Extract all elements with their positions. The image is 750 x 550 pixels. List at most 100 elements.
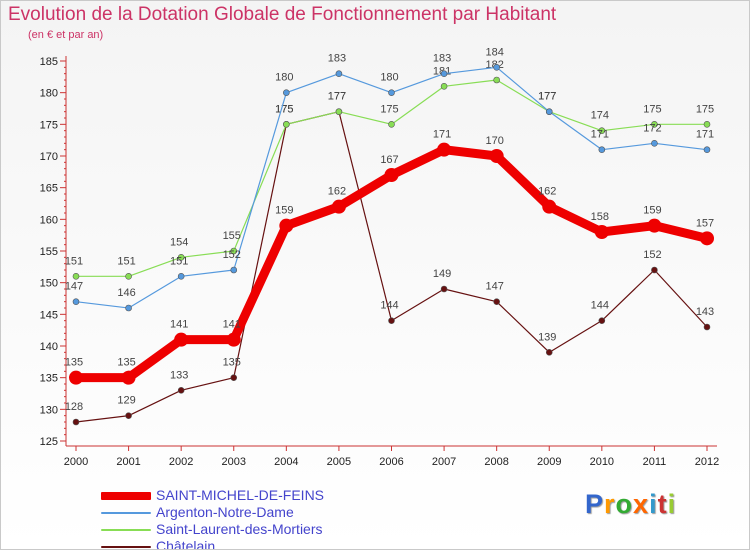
data-point [388, 89, 395, 96]
data-point [177, 254, 185, 261]
data-point [437, 142, 452, 157]
data-label: 135 [65, 357, 83, 369]
y-tick-label: 155 [40, 246, 58, 258]
x-tick-label: 2009 [537, 456, 561, 468]
data-label: 183 [328, 53, 346, 65]
logo-letter: r [604, 489, 616, 519]
data-point [703, 323, 711, 331]
data-point [230, 374, 238, 381]
x-tick-label: 2001 [116, 456, 140, 468]
data-label: 147 [485, 281, 503, 293]
data-point [230, 266, 238, 274]
data-point [388, 121, 395, 128]
legend-label: Saint-Laurent-des-Mortiers [156, 521, 323, 537]
data-point [440, 83, 448, 90]
legend-swatch [101, 492, 151, 500]
data-label: 157 [696, 217, 714, 229]
y-tick-label: 125 [40, 436, 58, 448]
logo-letter: i [667, 489, 677, 519]
data-label: 149 [433, 268, 451, 280]
legend-label: SAINT-MICHEL-DE-FEINS [156, 487, 325, 503]
data-label: 177 [538, 91, 556, 103]
data-point [388, 317, 395, 324]
data-label: 175 [275, 103, 293, 115]
logo-letter: o [615, 489, 634, 519]
data-label: 180 [275, 72, 293, 84]
data-label: 162 [538, 186, 556, 198]
data-point [703, 121, 711, 128]
data-point [335, 70, 343, 77]
data-point [174, 332, 189, 347]
x-tick-label: 2004 [274, 456, 298, 468]
data-label: 143 [696, 306, 714, 318]
data-label: 184 [485, 46, 503, 58]
data-point [542, 199, 557, 214]
y-tick-label: 160 [40, 214, 58, 226]
legend-swatch [101, 512, 151, 514]
data-label: 167 [380, 154, 398, 166]
data-point [331, 199, 346, 214]
data-point [651, 140, 658, 147]
data-label: 177 [328, 91, 346, 103]
legend-label: Argenton-Notre-Dame [156, 504, 294, 520]
data-point [283, 121, 290, 128]
data-label: 144 [380, 300, 398, 312]
data-point [700, 231, 714, 246]
data-label: 180 [380, 72, 398, 84]
data-label: 151 [117, 255, 135, 267]
data-label: 151 [170, 255, 188, 267]
data-point [493, 76, 500, 84]
x-tick-label: 2006 [379, 456, 403, 468]
data-label: 129 [117, 395, 135, 407]
data-point [489, 149, 504, 163]
data-label: 151 [65, 255, 83, 267]
data-point [283, 89, 290, 96]
data-label: 159 [643, 205, 661, 217]
data-point [72, 418, 80, 426]
data-label: 158 [591, 211, 609, 223]
legend-swatch [101, 529, 151, 531]
logo-letter: P [585, 489, 605, 519]
legend-item: Argenton-Notre-Dame [101, 504, 401, 521]
x-tick-label: 2007 [432, 456, 456, 468]
legend-item: SAINT-MICHEL-DE-FEINS [101, 487, 401, 504]
data-point [384, 168, 399, 182]
y-tick-label: 180 [40, 88, 58, 100]
data-point [651, 121, 658, 128]
data-point [125, 304, 132, 312]
x-tick-label: 2010 [590, 456, 614, 468]
y-tick-label: 185 [40, 56, 58, 68]
x-tick-label: 2008 [484, 456, 508, 468]
data-point [703, 146, 711, 153]
data-point [545, 349, 553, 356]
data-label: 152 [223, 249, 241, 261]
x-tick-label: 2003 [222, 456, 246, 468]
data-label: 175 [380, 103, 398, 115]
y-tick-label: 170 [40, 151, 58, 163]
data-label: 171 [696, 129, 714, 141]
data-label: 175 [275, 103, 293, 115]
data-label: 183 [433, 53, 451, 65]
data-label: 128 [65, 401, 83, 413]
data-point [230, 247, 238, 255]
y-tick-label: 135 [40, 373, 58, 385]
data-point [121, 370, 136, 385]
data-label: 139 [538, 331, 556, 343]
data-label: 135 [117, 357, 135, 369]
proxiti-logo: Proxiti [585, 489, 676, 520]
y-tick-label: 175 [40, 119, 58, 131]
data-point [493, 64, 500, 71]
data-label: 146 [117, 287, 135, 299]
data-label: 147 [65, 281, 83, 293]
data-point [598, 127, 606, 134]
data-label: 171 [591, 129, 609, 141]
data-label: 172 [643, 122, 661, 134]
data-label: 162 [328, 186, 346, 198]
y-tick-label: 130 [40, 404, 58, 416]
legend: SAINT-MICHEL-DE-FEINS Argenton-Notre-Dam… [101, 487, 401, 549]
data-label: 174 [591, 110, 609, 122]
logo-letter: i [649, 489, 658, 519]
legend-item: Châtelain [101, 538, 401, 549]
data-label: 152 [643, 249, 661, 261]
